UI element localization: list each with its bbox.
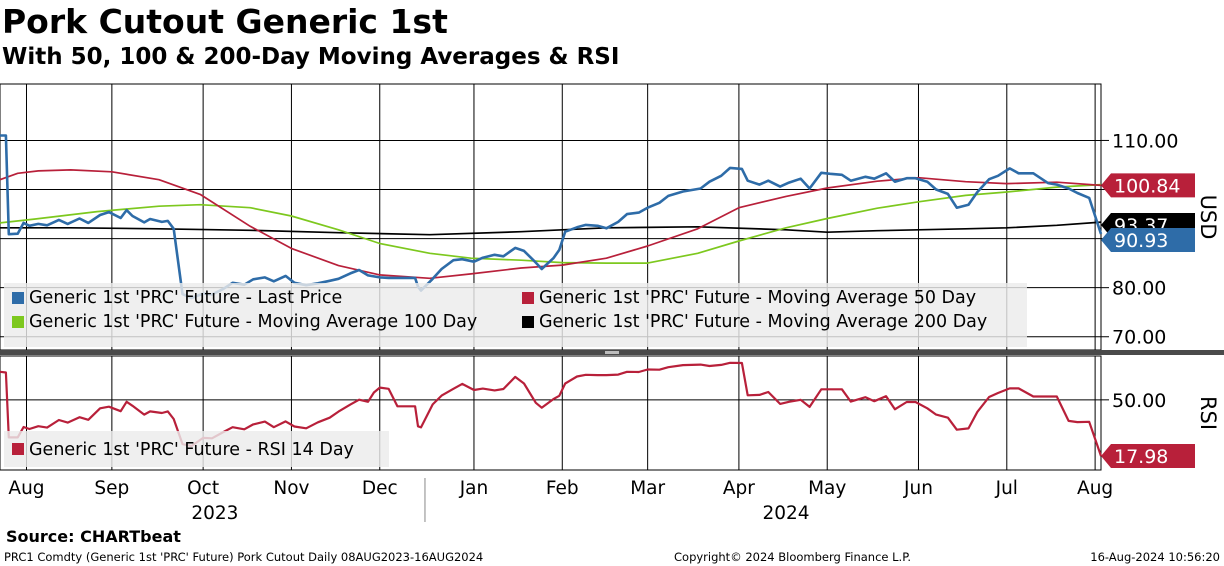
rsi-axis-title: RSI	[1196, 396, 1220, 430]
x-month-label-mar: Mar	[630, 478, 665, 499]
footer-ticker-info: PRC1 Comdty (Generic 1st 'PRC' Future) P…	[4, 550, 484, 564]
legend-swatch-ma50	[522, 292, 534, 304]
x-month-label-feb: Feb	[546, 478, 579, 499]
last-label-ma50-text: 100.84	[1114, 175, 1180, 197]
chart-subtitle: With 50, 100 & 200-Day Moving Averages &…	[2, 44, 620, 70]
last-label-last-price: 90.93	[1101, 228, 1195, 253]
x-month-label-aug: Aug	[1077, 478, 1113, 499]
rsi-legend-box	[4, 431, 389, 467]
legend-swatch-rsi	[12, 443, 24, 455]
legend-label-rsi: Generic 1st 'PRC' Future - RSI 14 Day	[29, 440, 354, 460]
series-line-ma200	[0, 221, 1102, 236]
price-axis-title: USD	[1196, 195, 1220, 240]
chart-title: Pork Cutout Generic 1st	[2, 2, 448, 41]
x-month-label-jan: Jan	[459, 478, 489, 499]
x-month-label-jul: Jul	[995, 478, 1018, 499]
series-layer	[0, 134, 1103, 457]
rsi-ytick-label-50: 50.00	[1112, 390, 1166, 412]
last-label-rsi-box	[1101, 444, 1195, 469]
x-month-label-oct: Oct	[187, 478, 219, 499]
last-label-last-price-text: 90.93	[1114, 230, 1168, 252]
legend-layer: Generic 1st 'PRC' Future - Last Price Gen…	[4, 283, 1027, 467]
footer-copyright: Copyright© 2024 Bloomberg Finance L.P.	[674, 550, 911, 564]
last-label-last-price-box	[1101, 228, 1195, 253]
price-ytick-label-70: 70.00	[1112, 327, 1166, 349]
price-ytick-label-110: 110.00	[1112, 130, 1178, 152]
legend-label-ma100: Generic 1st 'PRC' Future - Moving Averag…	[29, 312, 477, 332]
series-line-last-price	[0, 134, 1103, 300]
price-legend-box	[4, 283, 1027, 347]
legend-label-last-price: Generic 1st 'PRC' Future - Last Price	[29, 288, 342, 308]
legend-swatch-ma100	[12, 316, 24, 328]
x-month-label-apr: Apr	[723, 478, 755, 499]
legend-swatch-last-price	[12, 292, 24, 304]
x-month-label-nov: Nov	[273, 478, 309, 499]
series-line-ma100	[0, 183, 1102, 264]
panel-separator-handle[interactable]	[605, 351, 619, 354]
last-label-ma50-box	[1101, 173, 1195, 198]
footer-timestamp: 16-Aug-2024 10:56:20	[1090, 550, 1220, 564]
x-year-label-2024: 2024	[762, 503, 809, 524]
series-line-rsi	[0, 361, 1103, 457]
legend-label-ma50: Generic 1st 'PRC' Future - Moving Averag…	[539, 288, 976, 308]
last-label-ma50: 100.84	[1101, 173, 1195, 198]
x-month-label-jun: Jun	[903, 478, 933, 499]
x-month-label-sep: Sep	[94, 478, 129, 499]
price-ytick-label-80: 80.00	[1112, 278, 1166, 300]
x-month-label-aug: Aug	[8, 478, 44, 499]
x-month-label-may: May	[808, 478, 846, 499]
last-label-rsi-text: 17.98	[1114, 446, 1168, 468]
source-text: Source: CHARTbeat	[6, 527, 181, 546]
legend-swatch-ma200	[522, 316, 534, 328]
last-label-rsi: 17.98	[1101, 444, 1195, 469]
legend-label-ma200: Generic 1st 'PRC' Future - Moving Averag…	[539, 312, 987, 332]
x-month-label-dec: Dec	[362, 478, 398, 499]
x-year-label-2023: 2023	[191, 503, 238, 524]
